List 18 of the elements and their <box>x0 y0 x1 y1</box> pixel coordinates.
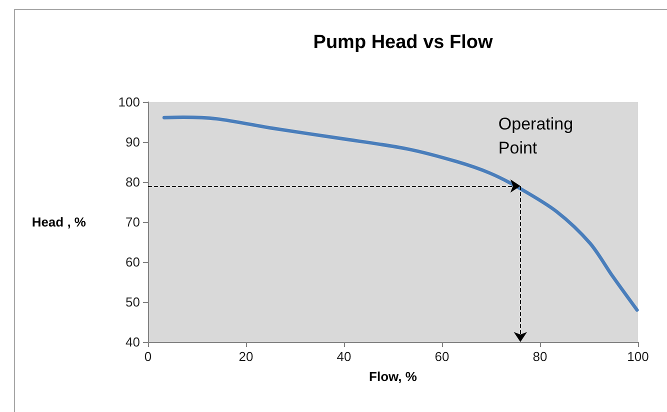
y-tick-label: 70 <box>126 214 140 230</box>
x-tick-label: 100 <box>627 349 649 364</box>
x-tick-label: 20 <box>238 349 254 364</box>
y-tick-label: 40 <box>126 334 140 350</box>
y-tick-label: 50 <box>126 294 140 310</box>
y-tick-label: 60 <box>126 254 140 270</box>
chart-title: Pump Head vs Flow <box>313 32 493 53</box>
x-tick-label: 0 <box>144 349 152 364</box>
x-tick-label: 60 <box>434 349 450 364</box>
line-series <box>162 115 639 312</box>
x-axis-title: Flow, % <box>369 369 418 384</box>
annotation: Operating Point <box>498 114 578 158</box>
x-tick-label: 80 <box>532 349 548 364</box>
y-tick-label: 80 <box>126 174 140 190</box>
y-tick-label: 100 <box>118 94 140 110</box>
x-tick-label: 40 <box>336 349 352 364</box>
y-axis-title: Head , % <box>32 214 86 230</box>
y-tick-label: 90 <box>126 134 140 150</box>
